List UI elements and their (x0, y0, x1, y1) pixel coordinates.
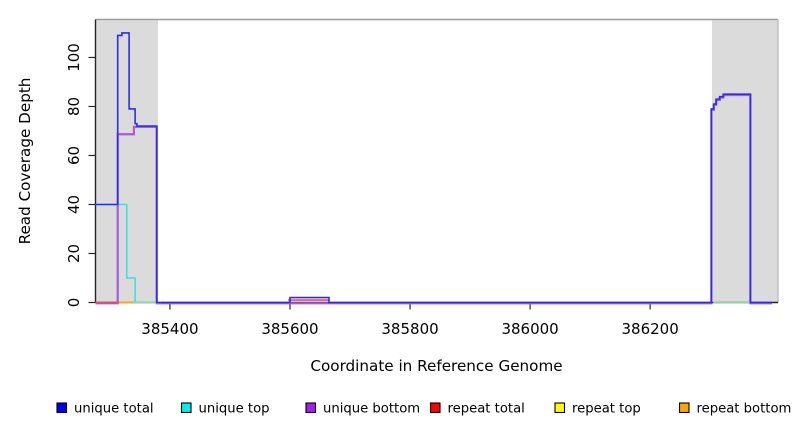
x-tick-label: 386200 (622, 320, 679, 338)
legend: unique total unique top unique bottom repea… (56, 402, 792, 417)
legend-label-repeat-total: repeat total (448, 402, 525, 417)
legend-label-unique-top: unique top (199, 402, 270, 417)
plot-box (95, 18, 779, 303)
series-unique-bottom (95, 93, 772, 305)
legend-item-repeat-total: repeat total (429, 402, 525, 417)
y-tick-label: 0 (65, 298, 83, 308)
series-lines (95, 32, 772, 305)
x-tick-label: 386000 (501, 320, 558, 338)
x-axis-label: Coordinate in Reference Genome (310, 357, 562, 375)
legend-label-unique-total: unique total (74, 402, 154, 417)
x-tick-label: 385800 (381, 320, 438, 338)
legend-item-repeat-bottom: repeat bottom (678, 402, 792, 417)
legend-item-unique-top: unique top (180, 402, 270, 417)
y-tick-label: 40 (65, 195, 83, 214)
legend-swatch-repeat-total (429, 402, 441, 414)
legend-item-unique-bottom: unique bottom (305, 402, 420, 417)
legend-swatch-unique-bottom (305, 402, 317, 414)
axes: 385400 385600 385800 386000 386200 0 20 40 60 80 1… (65, 19, 778, 338)
y-tick-label: 100 (65, 43, 83, 72)
y-tick-label: 60 (65, 146, 83, 165)
legend-swatch-repeat-top (554, 402, 566, 414)
legend-swatch-unique-total (56, 402, 68, 414)
shaded-regions (95, 20, 778, 303)
x-tick-label: 385400 (141, 320, 198, 338)
x-tick-label: 385600 (261, 320, 318, 338)
legend-label-repeat-bottom: repeat bottom (697, 402, 792, 417)
legend-item-repeat-top: repeat top (554, 402, 641, 417)
legend-swatch-repeat-bottom (678, 402, 690, 414)
legend-item-unique-total: unique total (56, 402, 154, 417)
legend-label-repeat-top: repeat top (572, 402, 641, 417)
legend-label-unique-bottom: unique bottom (323, 402, 420, 417)
series-unique-total (95, 32, 772, 304)
y-tick-label: 80 (65, 97, 83, 116)
repeat-region-right (711, 20, 778, 303)
legend-swatch-unique-top (180, 402, 192, 414)
y-axis-label: Read Coverage Depth (16, 78, 34, 245)
y-tick-label: 20 (65, 244, 83, 263)
